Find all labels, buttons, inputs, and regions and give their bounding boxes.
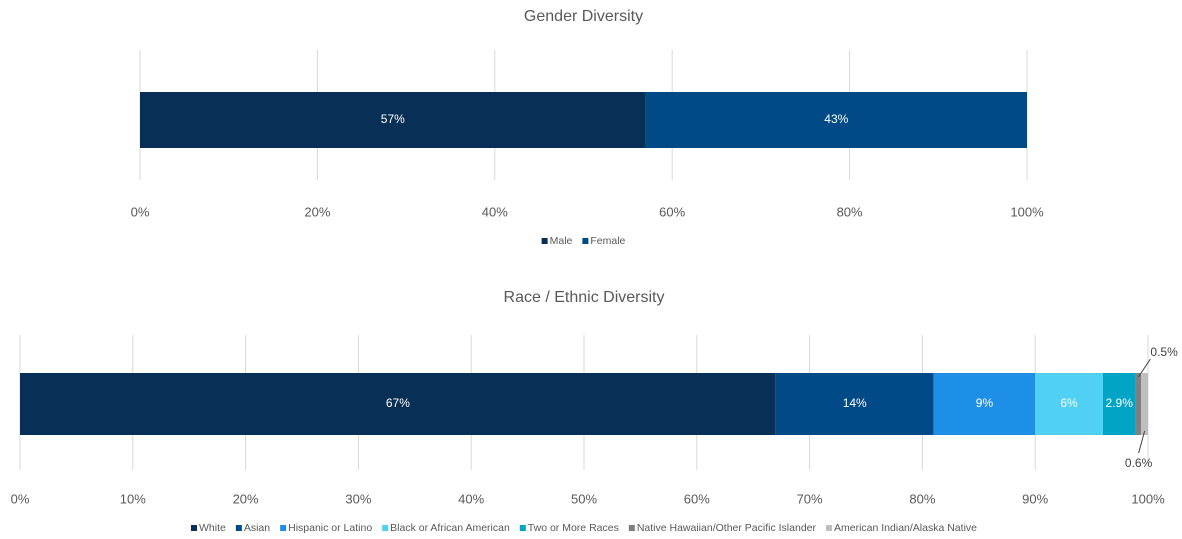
legend-label: Asian bbox=[244, 522, 270, 534]
bar-segment bbox=[140, 92, 646, 148]
bar-segment bbox=[1035, 373, 1103, 435]
legend-label: Native Hawaiian/Other Pacific Islander bbox=[637, 522, 817, 534]
x-tick-label: 100% bbox=[1010, 204, 1044, 219]
legend-label: Black or African American bbox=[390, 522, 510, 534]
x-tick-label: 30% bbox=[345, 491, 371, 506]
data-label: 9% bbox=[976, 396, 994, 410]
legend-item: American Indian/Alaska Native bbox=[826, 522, 977, 534]
x-tick-label: 40% bbox=[482, 204, 508, 219]
bar-segment bbox=[20, 373, 776, 435]
bar-segment bbox=[1141, 373, 1148, 435]
legend-item: Black or African American bbox=[382, 522, 510, 534]
legend-item: Male bbox=[541, 235, 573, 247]
bar-segment bbox=[775, 373, 934, 435]
legend-label: Two or More Races bbox=[528, 522, 619, 534]
bar-segment bbox=[933, 373, 1036, 435]
legend-swatch bbox=[191, 525, 197, 531]
bar-segment bbox=[1102, 373, 1136, 435]
x-tick-label: 0% bbox=[131, 204, 150, 219]
x-tick-label: 0% bbox=[11, 491, 30, 506]
legend-label: Female bbox=[590, 235, 625, 247]
legend-item: White bbox=[191, 522, 226, 534]
data-label: 67% bbox=[386, 396, 410, 410]
data-label: 6% bbox=[1060, 396, 1078, 410]
x-tick-label: 10% bbox=[120, 491, 146, 506]
chart-title: Gender Diversity bbox=[524, 8, 643, 25]
data-label: 14% bbox=[843, 396, 867, 410]
x-tick-label: 60% bbox=[684, 491, 710, 506]
x-tick-label: 40% bbox=[458, 491, 484, 506]
data-label: 57% bbox=[381, 112, 405, 126]
legend-swatch bbox=[280, 525, 287, 531]
legend-item: Asian bbox=[235, 522, 270, 534]
data-label: 0.5% bbox=[1150, 345, 1178, 359]
legend-item: Hispanic or Latino bbox=[280, 522, 372, 534]
x-tick-label: 60% bbox=[659, 204, 685, 219]
leader-line bbox=[1138, 430, 1146, 454]
legend-label: Hispanic or Latino bbox=[288, 522, 372, 534]
leader-line bbox=[1137, 358, 1151, 378]
legend-label: White bbox=[199, 522, 226, 534]
legend-swatch bbox=[519, 525, 526, 531]
bar-segment bbox=[1135, 373, 1142, 435]
x-tick-label: 100% bbox=[1131, 491, 1165, 506]
x-tick-label: 50% bbox=[571, 491, 597, 506]
x-tick-label: 20% bbox=[233, 491, 259, 506]
x-tick-label: 80% bbox=[909, 491, 935, 506]
chart-title: Race / Ethnic Diversity bbox=[504, 289, 665, 306]
legend-swatch bbox=[582, 238, 589, 244]
legend-swatch bbox=[235, 525, 242, 531]
legend-label: Male bbox=[550, 235, 573, 247]
legend: Male Female bbox=[541, 235, 626, 247]
x-tick-label: 90% bbox=[1022, 491, 1048, 506]
x-tick-label: 70% bbox=[797, 491, 823, 506]
legend-swatch bbox=[628, 525, 635, 531]
legend-swatch bbox=[382, 525, 389, 531]
data-label: 43% bbox=[824, 112, 848, 126]
x-tick-label: 80% bbox=[837, 204, 863, 219]
chart: Gender Diversity 0% 20% 40% 60% 80% 100% 57% 43%… bbox=[131, 8, 1044, 247]
data-label: 2.9% bbox=[1106, 396, 1134, 410]
legend-item: Native Hawaiian/Other Pacific Islander bbox=[628, 522, 817, 534]
chart: Race / Ethnic Diversity 0% 10% 20% 30% 40% 50%… bbox=[11, 289, 1178, 534]
legend: White Asian Hispanic or Latino Black or Afr… bbox=[191, 522, 977, 534]
legend-item: Female bbox=[582, 235, 626, 247]
legend-swatch bbox=[541, 238, 548, 244]
bar-segment bbox=[645, 92, 1027, 148]
x-tick-label: 20% bbox=[304, 204, 330, 219]
legend-label: American Indian/Alaska Native bbox=[834, 522, 977, 534]
legend-swatch bbox=[826, 525, 832, 531]
data-label: 0.6% bbox=[1125, 456, 1153, 470]
legend-item: Two or More Races bbox=[519, 522, 619, 534]
